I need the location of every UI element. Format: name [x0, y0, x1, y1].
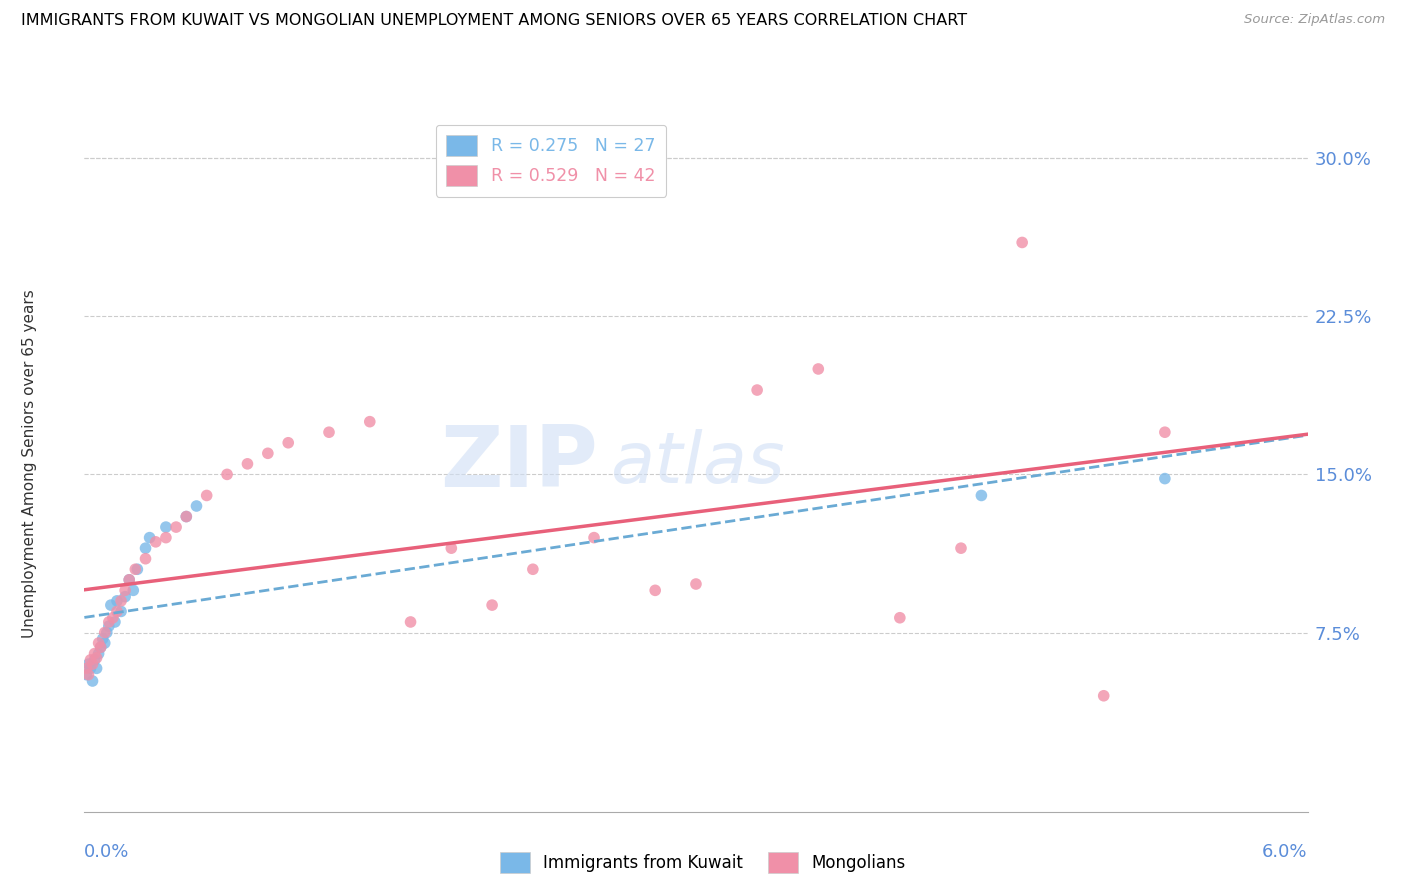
Text: IMMIGRANTS FROM KUWAIT VS MONGOLIAN UNEMPLOYMENT AMONG SENIORS OVER 65 YEARS COR: IMMIGRANTS FROM KUWAIT VS MONGOLIAN UNEM… — [21, 13, 967, 29]
Point — [105, 594, 128, 608]
Point — [75, 667, 97, 681]
Point — [481, 598, 503, 612]
Point — [195, 488, 218, 502]
Point — [77, 667, 100, 681]
Point — [93, 625, 117, 640]
Point — [75, 661, 97, 675]
Point — [82, 657, 104, 672]
Point — [114, 590, 136, 604]
Point — [110, 594, 132, 608]
Point — [96, 625, 118, 640]
Point — [124, 562, 146, 576]
Text: Unemployment Among Seniors over 65 years: Unemployment Among Seniors over 65 years — [22, 290, 37, 638]
Point — [747, 383, 769, 397]
Point — [86, 661, 108, 675]
Point — [889, 611, 911, 625]
Point — [217, 467, 239, 482]
Point — [155, 531, 177, 545]
Point — [79, 661, 101, 675]
Point — [970, 488, 993, 502]
Point — [236, 457, 259, 471]
Point — [90, 640, 112, 655]
Point — [114, 583, 136, 598]
Point — [950, 541, 973, 556]
Point — [105, 604, 128, 618]
Text: 6.0%: 6.0% — [1263, 843, 1308, 861]
Point — [86, 650, 108, 665]
Point — [118, 573, 141, 587]
Point — [399, 615, 422, 629]
Point — [138, 531, 160, 545]
Text: Source: ZipAtlas.com: Source: ZipAtlas.com — [1244, 13, 1385, 27]
Point — [186, 499, 208, 513]
Point — [583, 531, 606, 545]
Point — [176, 509, 198, 524]
Point — [277, 435, 299, 450]
Point — [318, 425, 340, 440]
Point — [127, 562, 149, 576]
Point — [1154, 472, 1177, 486]
Point — [82, 673, 104, 688]
Point — [87, 647, 110, 661]
Point — [176, 509, 198, 524]
Point — [145, 534, 167, 549]
Point — [77, 657, 100, 672]
Point — [97, 619, 120, 633]
Text: 0.0%: 0.0% — [84, 843, 129, 861]
Point — [122, 583, 145, 598]
Point — [644, 583, 666, 598]
Point — [90, 640, 112, 655]
Point — [104, 615, 127, 629]
Point — [79, 653, 101, 667]
Point — [100, 598, 122, 612]
Text: atlas: atlas — [610, 429, 785, 499]
Point — [91, 632, 114, 646]
Legend: Immigrants from Kuwait, Mongolians: Immigrants from Kuwait, Mongolians — [494, 846, 912, 880]
Point — [359, 415, 381, 429]
Text: ZIP: ZIP — [440, 422, 598, 506]
Point — [522, 562, 544, 576]
Point — [165, 520, 187, 534]
Point — [83, 647, 105, 661]
Legend: R = 0.275   N = 27, R = 0.529   N = 42: R = 0.275 N = 27, R = 0.529 N = 42 — [436, 125, 666, 196]
Point — [440, 541, 463, 556]
Point — [135, 551, 157, 566]
Point — [97, 615, 120, 629]
Point — [685, 577, 707, 591]
Point — [807, 362, 830, 376]
Point — [155, 520, 177, 534]
Point — [118, 573, 141, 587]
Point — [87, 636, 110, 650]
Point — [101, 611, 124, 625]
Point — [1011, 235, 1033, 250]
Point — [93, 636, 117, 650]
Point — [1154, 425, 1177, 440]
Point — [1092, 689, 1115, 703]
Point — [83, 653, 105, 667]
Point — [135, 541, 157, 556]
Point — [110, 604, 132, 618]
Point — [257, 446, 280, 460]
